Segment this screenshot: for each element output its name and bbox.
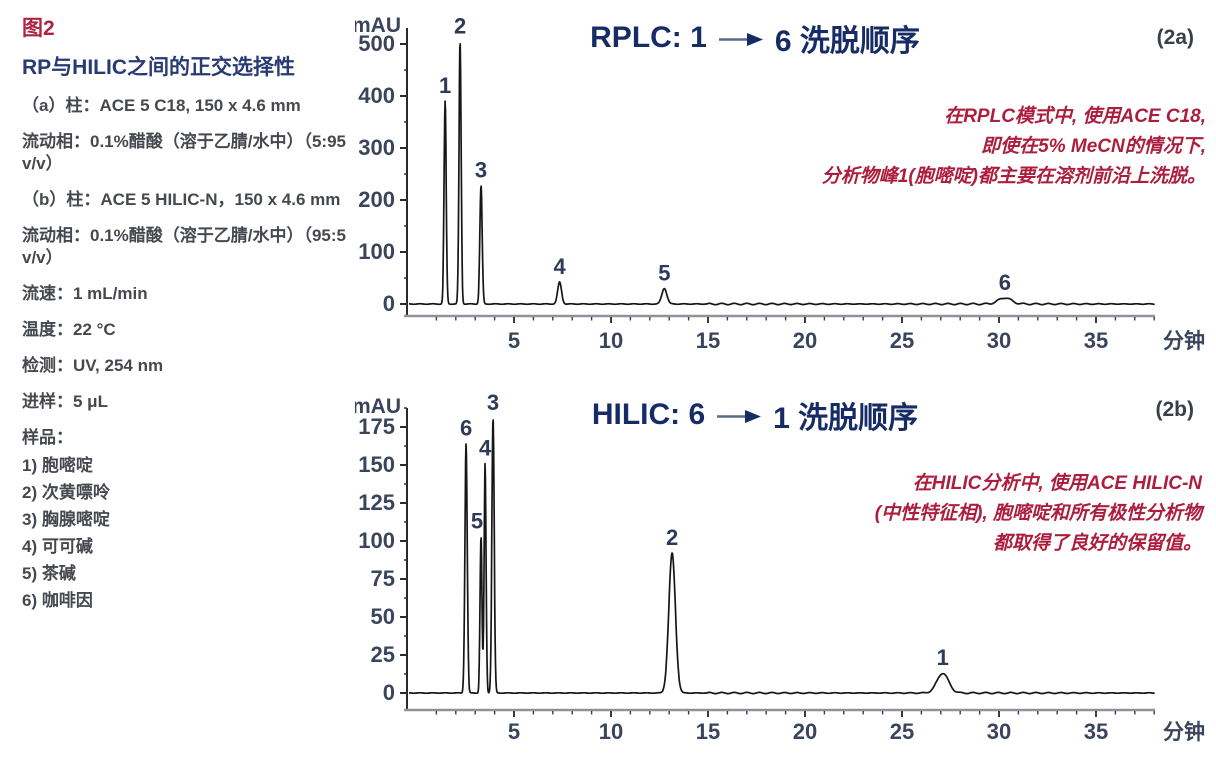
chart-2a-tag: (2a)	[1156, 26, 1194, 49]
x-tick-label: 35	[1084, 719, 1108, 744]
param-line: 检测：UV, 254 nm	[22, 356, 164, 375]
figure-sidebar: 图2 RP与HILIC之间的正交选择性 （a）柱：ACE 5 C18, 150 …	[22, 12, 346, 614]
chromatogram-trace	[408, 42, 1156, 306]
peak-label: 1	[937, 645, 949, 670]
peak-label: 4	[479, 435, 492, 460]
peak-label: 3	[487, 390, 499, 415]
param-line: 流动相：0.1%醋酸（溶于乙腈/水中）（5:95 v/v）	[22, 132, 346, 173]
annotation-line: (中性特征相), 胞嘧啶和所有极性分析物	[874, 503, 1202, 524]
y-axis-title: mAU	[355, 395, 401, 418]
peak-label: 6	[999, 270, 1011, 295]
x-axis-title: 分钟	[1163, 330, 1205, 353]
y-tick-label: 75	[371, 566, 395, 591]
peak-label: 5	[471, 508, 483, 533]
annotation-line: 在RPLC模式中, 使用ACE C18,	[944, 106, 1206, 127]
y-tick-label: 50	[371, 604, 395, 629]
y-tick-label: 0	[383, 291, 395, 316]
right-arrow-icon	[718, 33, 763, 46]
param-line: 流速：1 mL/min	[22, 284, 148, 303]
y-tick-label: 175	[358, 414, 395, 439]
figure-heading: RP与HILIC之间的正交选择性	[22, 56, 295, 79]
chart-2a-title-prefix: RPLC: 1	[590, 21, 707, 54]
chart-2a-title-suffix: 6 洗脱顺序	[774, 25, 920, 58]
chart-2a: 0 100 200 300 400 500 mAU 5 10 15 20 25 30 35 分钟 1 2 3 4 5 6…	[355, 10, 1216, 380]
x-tick-label: 30	[987, 719, 1011, 744]
peak-label: 1	[439, 73, 451, 98]
peak-label: 6	[460, 416, 472, 441]
chart-2b: 0 25 50 75 100 125 150 175 mAU 5 10 15 20 25 30 35 分钟 6 5 4…	[355, 383, 1216, 759]
right-arrow-icon	[717, 410, 762, 423]
param-line: （b）柱：ACE 5 HILIC-N，150 x 4.6 mm	[22, 190, 341, 209]
chart-2b-title-prefix: HILIC: 6	[591, 398, 706, 431]
x-tick-label: 35	[1084, 328, 1108, 353]
chart-2b-title-suffix: 1 洗脱顺序	[773, 402, 919, 435]
y-tick-label: 400	[358, 83, 395, 108]
x-tick-label: 5	[508, 719, 520, 744]
y-tick-label: 200	[358, 187, 395, 212]
chart-2b-title: HILIC: 6 1 洗脱顺序	[465, 393, 1045, 437]
peak-label: 5	[658, 260, 670, 285]
y-axis-title: mAU	[355, 14, 401, 37]
samples-title: 样品：	[22, 428, 73, 447]
x-tick-label: 5	[508, 328, 520, 353]
x-tick-label: 15	[696, 328, 720, 353]
annotation-line: 都取得了良好的保留值。	[992, 533, 1202, 554]
chart-2a-title: RPLC: 1 6 洗脱顺序	[465, 16, 1045, 60]
param-line: 进样：5 μL	[22, 392, 108, 411]
annotation-line: 分析物峰1(胞嘧啶)都主要在溶剂前沿上洗脱。	[821, 166, 1206, 187]
x-tick-label: 10	[599, 719, 623, 744]
y-tick-label: 25	[371, 642, 395, 667]
sample-item: 2) 次黄嘌呤	[22, 483, 110, 502]
sample-item: 5) 茶碱	[22, 564, 76, 583]
sample-item: 1) 胞嘧啶	[22, 456, 93, 475]
chromatogram-trace	[408, 419, 1156, 695]
x-tick-label: 30	[987, 328, 1011, 353]
param-line: 流动相：0.1%醋酸（溶于乙腈/水中）（95:5 v/v）	[22, 226, 346, 267]
x-tick-label: 20	[793, 719, 817, 744]
peak-label: 3	[475, 157, 487, 182]
x-tick-label: 10	[599, 328, 623, 353]
peak-label: 2	[666, 525, 678, 550]
y-tick-label: 300	[358, 135, 395, 160]
chart-2b-annotation: 在HILIC分析中, 使用ACE HILIC-N (中性特征相), 胞嘧啶和所有极…	[875, 469, 1202, 559]
chart-2a-annotation: 在RPLC模式中, 使用ACE C18, 即使在5% MeCN的情况下, 分析物峰1…	[822, 102, 1206, 192]
y-tick-label: 150	[358, 452, 395, 477]
x-tick-label: 20	[793, 328, 817, 353]
y-tick-label: 100	[358, 239, 395, 264]
method-params: （a）柱：ACE 5 C18, 150 x 4.6 mm 流动相：0.1%醋酸（溶…	[22, 95, 346, 413]
x-axis-title: 分钟	[1163, 721, 1205, 744]
x-tick-label: 15	[696, 719, 720, 744]
annotation-line: 在HILIC分析中, 使用ACE HILIC-N	[912, 473, 1202, 494]
x-tick-label: 25	[890, 328, 914, 353]
peak-label: 2	[454, 13, 466, 38]
y-tick-label: 500	[358, 31, 395, 56]
y-tick-label: 0	[383, 680, 395, 705]
sample-item: 3) 胸腺嘧啶	[22, 510, 110, 529]
sample-list: 1) 胞嘧啶 2) 次黄嘌呤 3) 胸腺嘧啶 4) 可可碱 5) 茶碱 6) 咖啡因	[22, 452, 346, 614]
annotation-line: 即使在5% MeCN的情况下,	[981, 136, 1206, 157]
peak-label: 4	[553, 254, 566, 279]
sample-item: 6) 咖啡因	[22, 591, 93, 610]
param-line: （a）柱：ACE 5 C18, 150 x 4.6 mm	[22, 96, 301, 115]
figure-label: 图2	[22, 17, 55, 40]
sample-item: 4) 可可碱	[22, 537, 93, 556]
param-line: 温度：22 °C	[22, 320, 116, 339]
y-tick-label: 125	[358, 490, 395, 515]
y-tick-label: 100	[358, 528, 395, 553]
x-tick-label: 25	[890, 719, 914, 744]
chart-2b-tag: (2b)	[1155, 398, 1195, 421]
